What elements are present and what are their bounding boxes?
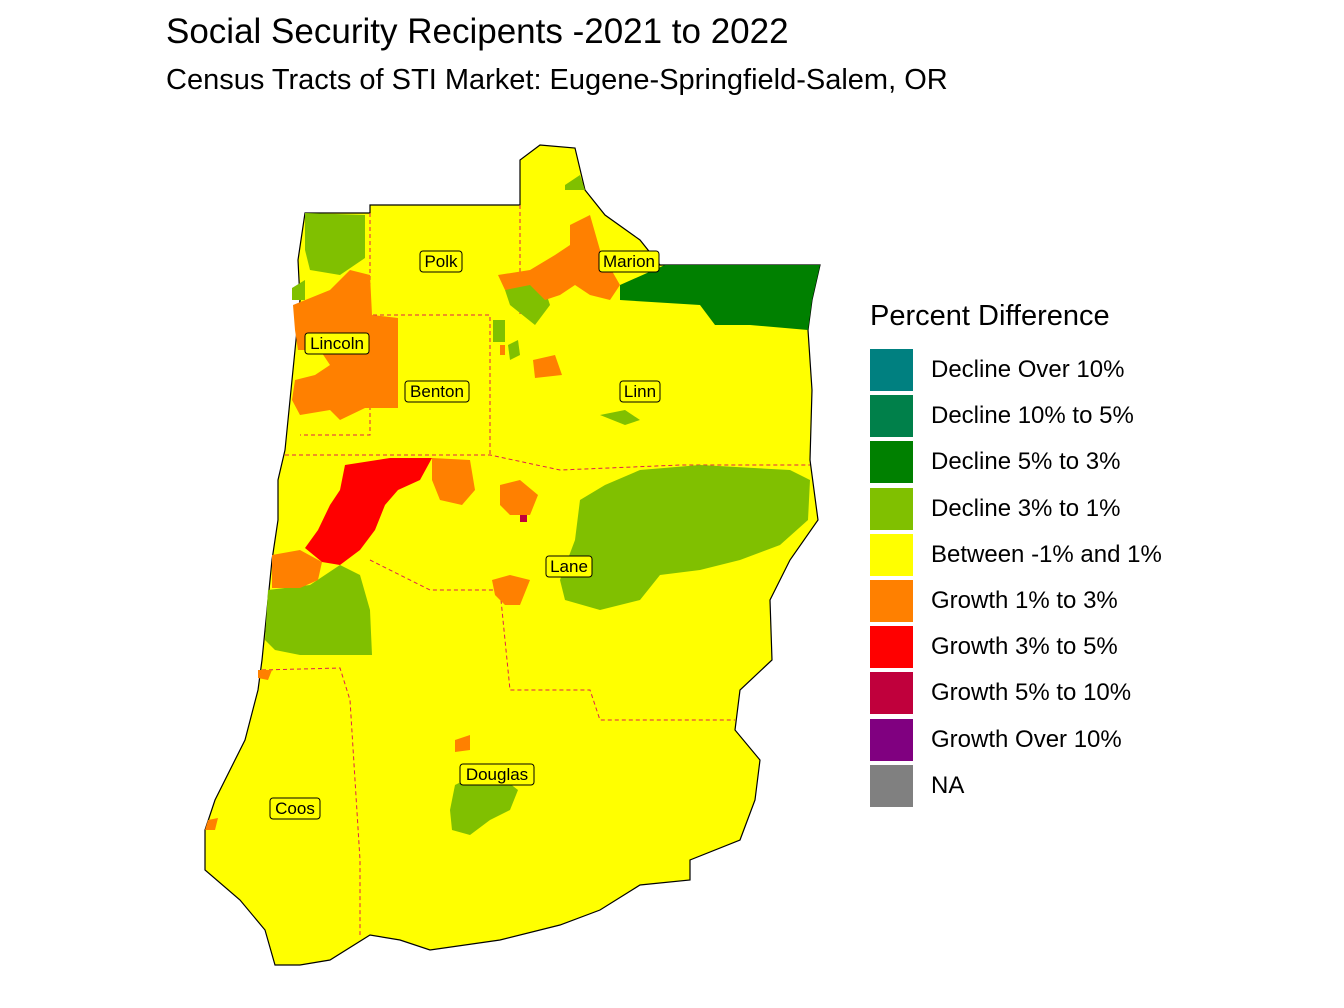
county-labels: Polk Marion Lincoln Benton Linn Lane Dou…	[269, 250, 661, 820]
legend-item: Growth 3% to 5%	[870, 624, 1162, 670]
legend-swatch	[870, 395, 913, 438]
legend-item: Decline Over 10%	[870, 347, 1162, 393]
legend-label: Decline 5% to 3%	[931, 448, 1121, 476]
legend-label: Decline Over 10%	[931, 356, 1125, 384]
county-name: Polk	[424, 252, 458, 271]
county-label-lincoln: Lincoln	[304, 332, 370, 355]
legend-label: Growth Over 10%	[931, 725, 1122, 753]
legend-swatch	[870, 718, 913, 761]
legend-swatch	[870, 626, 913, 669]
legend: Percent Difference Decline Over 10% Decli…	[870, 300, 1162, 809]
legend-label: Growth 5% to 10%	[931, 679, 1132, 707]
legend-item: Between -1% and 1%	[870, 532, 1162, 578]
legend-item: Decline 10% to 5%	[870, 393, 1162, 439]
map-subtitle: Census Tracts of STI Market: Eugene-Spri…	[166, 64, 948, 96]
legend-label: NA	[931, 771, 965, 799]
county-name: Linn	[624, 382, 656, 401]
legend-label: Decline 3% to 1%	[931, 494, 1121, 522]
county-name: Benton	[410, 382, 464, 401]
county-label-benton: Benton	[404, 380, 470, 403]
county-label-coos: Coos	[269, 797, 321, 820]
county-label-marion: Marion	[598, 250, 660, 273]
legend-item: Decline 3% to 1%	[870, 486, 1162, 532]
legend-swatch	[870, 487, 913, 530]
legend-swatch	[870, 580, 913, 623]
legend-swatch	[870, 672, 913, 715]
map-title: Social Security Recipents -2021 to 2022	[166, 12, 789, 51]
legend-item: NA	[870, 763, 1162, 809]
county-label-polk: Polk	[419, 250, 463, 273]
legend-item: Growth Over 10%	[870, 717, 1162, 763]
legend-label: Between -1% and 1%	[931, 540, 1162, 568]
county-name: Lincoln	[310, 334, 364, 353]
county-name: Douglas	[466, 765, 528, 784]
county-name: Marion	[603, 252, 655, 271]
legend-title: Percent Difference	[870, 300, 1110, 332]
county-label-douglas: Douglas	[459, 763, 535, 786]
choropleth-map: Polk Marion Lincoln Benton Linn Lane Dou…	[204, 144, 821, 966]
legend-item: Decline 5% to 3%	[870, 439, 1162, 485]
legend-swatch	[870, 764, 913, 807]
legend-items: Decline Over 10% Decline 10% to 5% Decline…	[870, 347, 1162, 809]
legend-swatch	[870, 349, 913, 392]
legend-item: Growth 5% to 10%	[870, 670, 1162, 716]
legend-label: Decline 10% to 5%	[931, 402, 1134, 430]
legend-item: Growth 1% to 3%	[870, 578, 1162, 624]
legend-swatch	[870, 441, 913, 484]
county-label-lane: Lane	[545, 555, 593, 578]
county-name: Coos	[275, 799, 315, 818]
legend-label: Growth 1% to 3%	[931, 587, 1118, 615]
county-name: Lane	[550, 557, 588, 576]
legend-label: Growth 3% to 5%	[931, 633, 1118, 661]
county-label-linn: Linn	[619, 380, 661, 403]
legend-swatch	[870, 533, 913, 576]
